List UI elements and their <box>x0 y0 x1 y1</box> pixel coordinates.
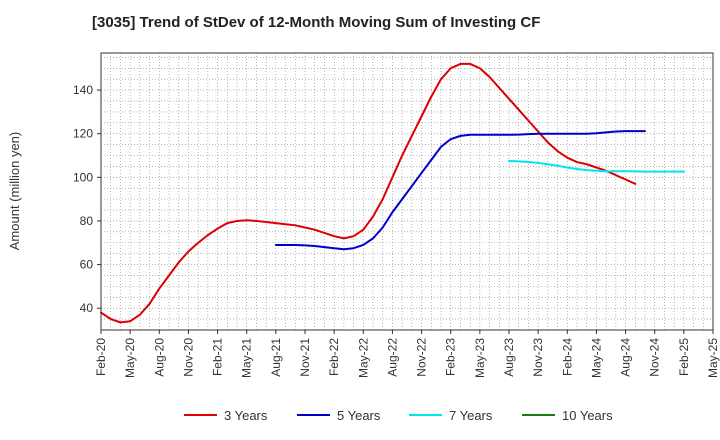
x-tick-label: Aug-22 <box>385 338 399 377</box>
x-tick-label: Aug-21 <box>269 338 283 377</box>
y-tick-label: 60 <box>80 258 94 272</box>
x-tick-label: May-20 <box>123 338 137 378</box>
legend-label: 10 Years <box>562 408 613 423</box>
x-tick-label: Nov-24 <box>648 338 662 377</box>
series-line-7-years <box>508 159 685 173</box>
y-tick-label: 120 <box>73 127 93 141</box>
y-axis-title: Amount (million yen) <box>7 132 22 251</box>
x-tick-label: May-21 <box>240 338 254 378</box>
x-tick-label: Aug-23 <box>502 338 516 377</box>
series-layer <box>100 62 685 324</box>
x-tick-label: Nov-23 <box>531 338 545 377</box>
x-tick-label: Feb-25 <box>677 338 691 376</box>
series-line-3-years <box>100 62 637 324</box>
x-tick-label: Feb-20 <box>94 338 108 376</box>
x-tick-label: Nov-22 <box>415 338 429 377</box>
x-tick-label: Feb-22 <box>327 338 341 376</box>
x-tick-label: Aug-24 <box>619 338 633 377</box>
x-tick-label: Feb-24 <box>560 338 574 376</box>
y-tick-label: 140 <box>73 83 93 97</box>
x-tick-label: Nov-21 <box>298 338 312 377</box>
x-tick-label: May-24 <box>589 338 603 378</box>
x-tick-label: Aug-20 <box>152 338 166 377</box>
series-line-5-years <box>274 130 646 251</box>
y-tick-label: 40 <box>80 301 94 315</box>
plot-border <box>100 52 714 331</box>
x-axis-ticks: Feb-20 May-20 Aug-20 Nov-20 Feb-21 May-21 Aug-… <box>94 330 720 378</box>
x-tick-label: May-22 <box>356 338 370 378</box>
x-tick-label: Nov-20 <box>181 338 195 377</box>
y-axis-ticks: 40 60 80 100 120 140 <box>73 83 101 315</box>
x-tick-label: Feb-21 <box>211 338 225 376</box>
x-tick-label: May-23 <box>473 338 487 378</box>
y-tick-label: 100 <box>73 170 93 184</box>
legend-label: 3 Years <box>224 408 268 423</box>
x-tick-label: May-25 <box>706 338 720 378</box>
legend-label: 7 Years <box>449 408 493 423</box>
x-tick-label: Feb-23 <box>444 338 458 376</box>
legend: 3 Years 5 Years 7 Years 10 Years <box>184 408 613 423</box>
y-tick-label: 80 <box>80 214 94 228</box>
chart-title: [3035] Trend of StDev of 12-Month Moving… <box>92 14 541 31</box>
legend-label: 5 Years <box>337 408 381 423</box>
